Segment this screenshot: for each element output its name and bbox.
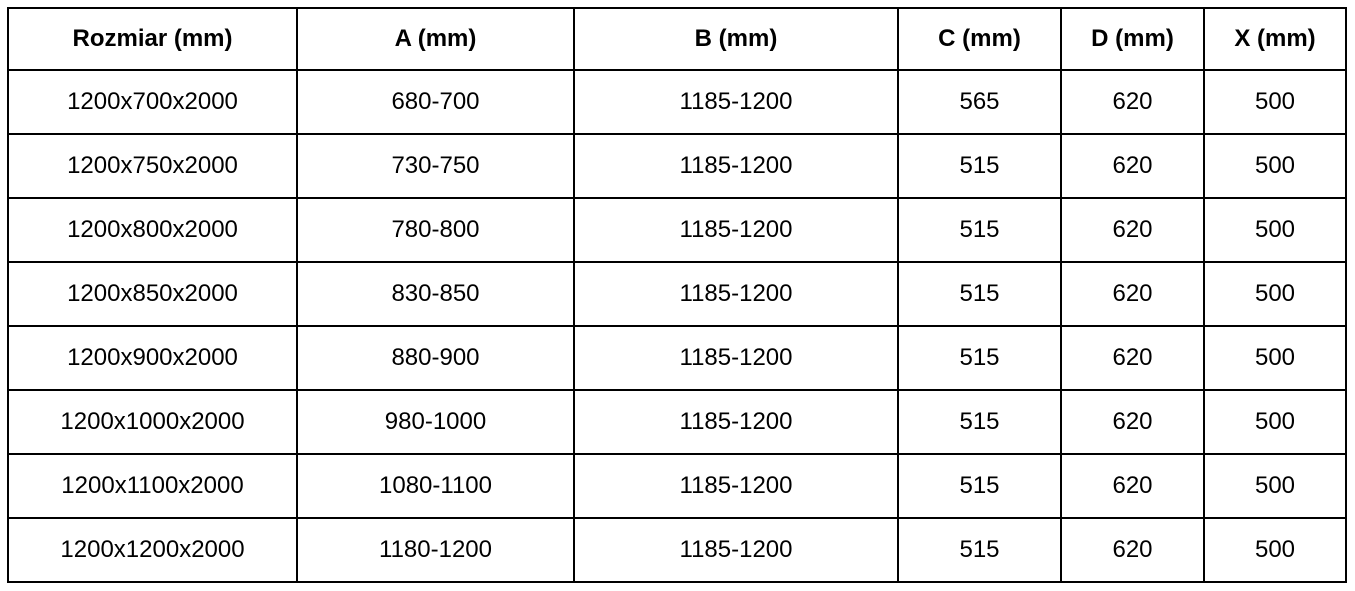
cell-d: 620 xyxy=(1060,517,1205,583)
header-row: Rozmiar (mm) A (mm) B (mm) C (mm) D (mm) X (m… xyxy=(7,7,1347,71)
header-a: A (mm) xyxy=(296,7,575,71)
cell-x: 500 xyxy=(1203,517,1347,583)
cell-size: 1200x1000x2000 xyxy=(7,389,298,455)
cell-d: 620 xyxy=(1060,325,1205,391)
cell-c: 565 xyxy=(897,69,1062,135)
cell-size: 1200x850x2000 xyxy=(7,261,298,327)
header-b: B (mm) xyxy=(573,7,899,71)
table-row: 1200x800x2000 780-800 1185-1200 515 620 500 xyxy=(7,197,1347,263)
table-row: 1200x750x2000 730-750 1185-1200 515 620 500 xyxy=(7,133,1347,199)
cell-d: 620 xyxy=(1060,197,1205,263)
cell-c: 515 xyxy=(897,325,1062,391)
cell-c: 515 xyxy=(897,453,1062,519)
cell-b: 1185-1200 xyxy=(573,261,899,327)
table-row: 1200x850x2000 830-850 1185-1200 515 620 500 xyxy=(7,261,1347,327)
cell-size: 1200x800x2000 xyxy=(7,197,298,263)
cell-b: 1185-1200 xyxy=(573,325,899,391)
cell-d: 620 xyxy=(1060,133,1205,199)
cell-d: 620 xyxy=(1060,453,1205,519)
header-x: X (mm) xyxy=(1203,7,1347,71)
cell-b: 1185-1200 xyxy=(573,69,899,135)
cell-x: 500 xyxy=(1203,389,1347,455)
cell-a: 680-700 xyxy=(296,69,575,135)
cell-size: 1200x1200x2000 xyxy=(7,517,298,583)
cell-c: 515 xyxy=(897,517,1062,583)
cell-c: 515 xyxy=(897,389,1062,455)
cell-x: 500 xyxy=(1203,133,1347,199)
dimensions-table: Rozmiar (mm) A (mm) B (mm) C (mm) D (mm) X (m… xyxy=(7,7,1347,583)
cell-c: 515 xyxy=(897,261,1062,327)
header-c: C (mm) xyxy=(897,7,1062,71)
cell-a: 780-800 xyxy=(296,197,575,263)
table-row: 1200x1100x2000 1080-1100 1185-1200 515 620 50… xyxy=(7,453,1347,519)
cell-b: 1185-1200 xyxy=(573,517,899,583)
cell-c: 515 xyxy=(897,133,1062,199)
cell-x: 500 xyxy=(1203,325,1347,391)
cell-a: 830-850 xyxy=(296,261,575,327)
cell-b: 1185-1200 xyxy=(573,389,899,455)
table-row: 1200x900x2000 880-900 1185-1200 515 620 500 xyxy=(7,325,1347,391)
cell-x: 500 xyxy=(1203,197,1347,263)
header-d: D (mm) xyxy=(1060,7,1205,71)
cell-a: 1080-1100 xyxy=(296,453,575,519)
cell-x: 500 xyxy=(1203,261,1347,327)
table-row: 1200x1200x2000 1180-1200 1185-1200 515 620 50… xyxy=(7,517,1347,583)
cell-a: 980-1000 xyxy=(296,389,575,455)
cell-x: 500 xyxy=(1203,453,1347,519)
table-row: 1200x1000x2000 980-1000 1185-1200 515 620 500 xyxy=(7,389,1347,455)
cell-x: 500 xyxy=(1203,69,1347,135)
cell-a: 1180-1200 xyxy=(296,517,575,583)
cell-b: 1185-1200 xyxy=(573,197,899,263)
cell-d: 620 xyxy=(1060,389,1205,455)
cell-size: 1200x700x2000 xyxy=(7,69,298,135)
cell-b: 1185-1200 xyxy=(573,453,899,519)
cell-c: 515 xyxy=(897,197,1062,263)
cell-b: 1185-1200 xyxy=(573,133,899,199)
cell-a: 730-750 xyxy=(296,133,575,199)
cell-d: 620 xyxy=(1060,69,1205,135)
cell-size: 1200x1100x2000 xyxy=(7,453,298,519)
cell-size: 1200x900x2000 xyxy=(7,325,298,391)
cell-d: 620 xyxy=(1060,261,1205,327)
cell-size: 1200x750x2000 xyxy=(7,133,298,199)
cell-a: 880-900 xyxy=(296,325,575,391)
table-row: 1200x700x2000 680-700 1185-1200 565 620 500 xyxy=(7,69,1347,135)
header-size: Rozmiar (mm) xyxy=(7,7,298,71)
